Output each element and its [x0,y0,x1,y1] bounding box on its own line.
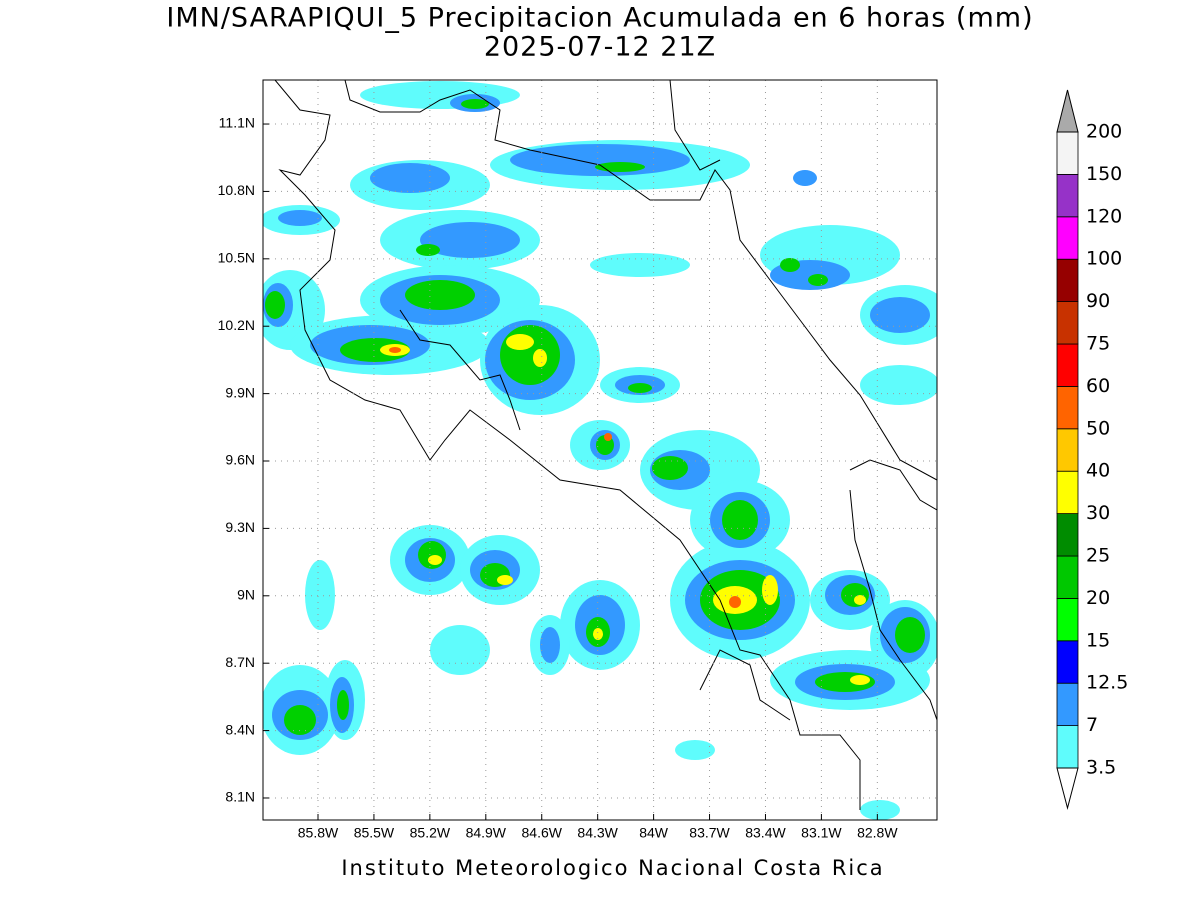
colorbar-swatch [1056,725,1079,769]
y-tick-label: 9.3N [225,519,255,535]
colorbar-label: 200 [1086,121,1122,143]
x-tick-label: 85.2W [410,825,451,841]
x-tick-label: 84.6W [522,825,563,841]
title: IMN/SARAPIQUI_5 Precipitacion Acumulada … [166,3,1033,34]
rain-30 [380,334,870,685]
x-tick-label: 85.5W [354,825,395,841]
colorbar-swatch [1056,682,1079,727]
y-tick-label: 10.8N [218,182,255,198]
footer: Instituto Meteorologico Nacional Costa R… [341,856,884,880]
x-tick-label: 83.7W [689,825,730,841]
colorbar-under [1056,767,1079,810]
colorbar-label: 60 [1086,375,1110,397]
colorbar-swatch [1056,470,1079,515]
rain-50 [389,347,741,608]
colorbar-swatch [1056,131,1079,175]
colorbar-swatch [1056,513,1079,557]
y-tick-label: 9.9N [225,384,255,400]
colorbar-swatch [1056,428,1079,472]
colorbar-label: 150 [1086,163,1122,185]
colorbar-label: 20 [1086,587,1110,609]
colorbar-swatch [1056,598,1079,642]
x-tick-label: 82.8W [857,825,898,841]
colorbar-label: 120 [1086,205,1122,227]
colorbar-label: 30 [1086,502,1110,524]
colorbar-swatch [1056,640,1079,684]
colorbar-over [1056,89,1079,133]
colorbar-label: 90 [1086,290,1110,312]
colorbar-swatch [1056,258,1079,303]
y-tick-label: 9.6N [225,452,255,468]
x-tick-label: 83.1W [801,825,842,841]
colorbar-swatch [1056,301,1079,345]
y-tick-label: 8.7N [225,654,255,670]
y-tick-label: 10.5N [218,250,255,266]
colorbar-swatch [1056,173,1079,218]
y-tick-label: 9N [237,587,255,603]
colorbar-label: 7 [1086,714,1098,736]
y-tick-label: 10.2N [218,317,255,333]
colorbar: 3.5 7 12.5 15 20 25 30 40 50 60 75 90 100 120 150 200 [1056,89,1128,810]
colorbar-swatch [1056,343,1079,387]
colorbar-label: 100 [1086,248,1122,270]
colorbar-label: 40 [1086,460,1110,482]
x-tick-label: 83.4W [745,825,786,841]
colorbar-label: 25 [1086,545,1110,567]
y-tick-label: 11.1N [219,115,255,131]
colorbar-swatch [1056,216,1079,260]
y-tick-label: 8.4N [225,721,255,737]
rain-15 [265,99,925,735]
axes: 85.8W 85.5W 85.2W 84.9W 84.6W 84.3W 84W 83.7W 83… [218,80,937,841]
colorbar-swatch [1056,555,1079,599]
x-tick-label: 84.3W [577,825,618,841]
x-tick-label: 85.8W [298,825,339,841]
y-tick-label: 8.1N [225,789,255,805]
x-tick-label: 84W [639,825,669,841]
colorbar-label: 15 [1086,629,1110,651]
colorbar-label: 50 [1086,417,1110,439]
colorbar-swatch [1056,385,1079,430]
x-tick-label: 84.9W [466,825,507,841]
colorbar-label: 3.5 [1086,757,1116,779]
map-frame [262,79,938,821]
colorbar-label: 12.5 [1086,672,1128,694]
colorbar-label: 75 [1086,333,1110,355]
subtitle: 2025-07-12 21Z [484,32,716,63]
coastlines [274,80,937,810]
